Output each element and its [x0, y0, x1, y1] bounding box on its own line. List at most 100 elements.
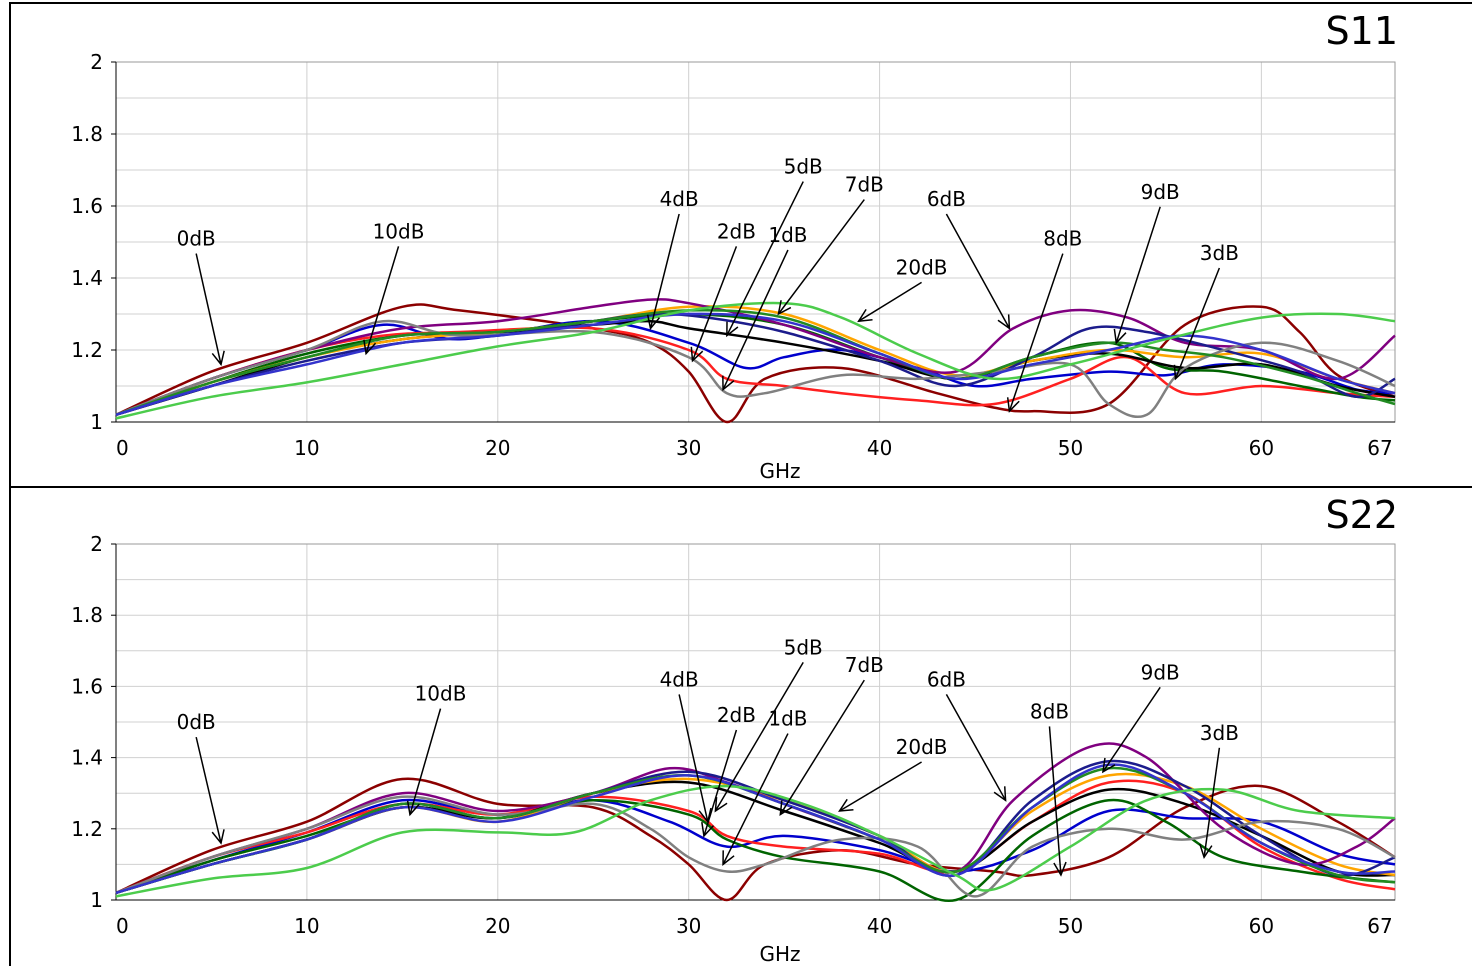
x-tick-label: 50	[1058, 436, 1083, 460]
annotation-arrowhead	[779, 800, 793, 817]
annotation-arrow	[649, 213, 680, 329]
annotation-label: 7dB	[845, 173, 884, 197]
annotation-arrowhead	[211, 829, 225, 845]
series-line-9dB	[115, 766, 1396, 895]
annotation-label: 4dB	[660, 187, 699, 211]
annotation-arrow	[945, 694, 1007, 801]
annotation-arrow	[409, 708, 442, 815]
y-tick-label: 1	[90, 410, 103, 434]
annotation-label: 10dB	[373, 219, 425, 243]
annotation-label: 2dB	[717, 219, 756, 243]
series-line-3dB	[115, 798, 1396, 903]
chart-title: S11	[1326, 9, 1398, 53]
annotation-arrow	[678, 694, 709, 822]
annotation-label: 8dB	[1043, 227, 1082, 251]
annotation-arrowhead	[838, 798, 854, 812]
annotation-arrow	[722, 733, 789, 865]
chart-panel-s22: S22 11.21.41.61.820 10 20 30 40 50 60 670dB10dB…	[71, 493, 1398, 966]
series-line-10dB	[115, 763, 1396, 895]
annotation-arrow	[858, 281, 922, 322]
x-tick-label: 50	[1058, 914, 1083, 938]
annotation-arrow	[1115, 206, 1161, 344]
y-tick-label: 1.4	[71, 266, 103, 290]
annotation-arrow	[703, 729, 738, 837]
annotation-arrow	[726, 181, 804, 336]
annotation-label: 1dB	[768, 223, 807, 247]
x-tick-label: 40	[867, 436, 892, 460]
annotation-arrowhead	[1006, 397, 1020, 413]
y-tick-label: 1.6	[71, 194, 103, 218]
series-line-10dB	[115, 312, 1396, 416]
annotation-label: 4dB	[660, 667, 699, 691]
annotation-label: 3dB	[1200, 721, 1239, 745]
annotation-arrowhead	[646, 314, 661, 331]
annotation-arrowhead	[1113, 328, 1127, 345]
annotation-arrowhead	[1173, 364, 1187, 381]
annotation-label: 9dB	[1141, 180, 1180, 204]
annotation-arrowhead	[714, 796, 728, 813]
y-tick-label: 2	[90, 532, 103, 556]
x-axis-label: GHz	[759, 942, 800, 966]
annotation-arrow	[714, 661, 804, 812]
annotation-arrow	[365, 246, 400, 354]
annotation-arrowhead	[406, 800, 420, 817]
annotation-label: 0dB	[177, 710, 216, 734]
annotation-arrow	[1174, 267, 1221, 380]
annotation-arrowhead	[993, 786, 1007, 802]
annotation-arrowhead	[690, 346, 704, 363]
series-line-8dB	[115, 319, 1396, 419]
annotation-label: 6dB	[927, 667, 966, 691]
x-axis-label: GHz	[759, 459, 800, 483]
annotation-label: 9dB	[1141, 660, 1180, 684]
annotation-label: 10dB	[415, 682, 467, 706]
x-tick-label: 40	[867, 914, 892, 938]
y-tick-label: 1.2	[71, 817, 103, 841]
annotation-label: 8dB	[1030, 699, 1069, 723]
annotation-label: 7dB	[845, 653, 884, 677]
x-tick-label: 67	[1367, 436, 1392, 460]
y-tick-label: 1.8	[71, 122, 103, 146]
series-line-20dB	[115, 784, 1396, 898]
series-line-6dB	[115, 298, 1396, 416]
series-line-2dB	[115, 326, 1396, 416]
annotation-arrow	[839, 761, 922, 812]
annotation-arrowhead	[722, 850, 735, 866]
series-line-1dB	[115, 798, 1396, 895]
y-tick-label: 1.4	[71, 746, 103, 770]
annotation-label: 5dB	[784, 635, 823, 659]
y-tick-label: 2	[90, 50, 103, 74]
annotation-arrowhead	[1053, 861, 1067, 877]
x-tick-label: 0	[116, 914, 129, 938]
chart-title: S22	[1326, 493, 1398, 537]
annotation-label: 5dB	[784, 155, 823, 179]
annotation-arrowhead	[701, 821, 715, 838]
x-tick-label: 20	[485, 436, 510, 460]
annotation-label: 20dB	[896, 735, 948, 759]
annotation-label: 20dB	[896, 255, 948, 279]
annotation-arrowhead	[1199, 843, 1213, 859]
x-tick-label: 30	[676, 914, 701, 938]
series-line-20dB	[115, 301, 1396, 420]
annotation-arrowhead	[726, 321, 739, 338]
annotation-arrowhead	[211, 350, 225, 367]
annotation-arrow	[722, 249, 789, 390]
x-tick-label: 60	[1249, 914, 1274, 938]
annotation-label: 2dB	[717, 703, 756, 727]
panel-border-s22	[9, 486, 1472, 966]
annotation-arrow	[1203, 747, 1221, 858]
panel-border-s11	[9, 2, 1472, 488]
annotation-arrow	[195, 253, 222, 365]
annotation-label: 1dB	[768, 707, 807, 731]
annotation-label: 3dB	[1200, 241, 1239, 265]
series-line-9dB	[115, 308, 1396, 416]
annotation-arrow	[1102, 686, 1161, 773]
series-line-1dB	[115, 319, 1396, 416]
annotation-arrowhead	[997, 314, 1011, 330]
x-tick-label: 0	[116, 436, 129, 460]
annotation-label: 6dB	[927, 187, 966, 211]
x-tick-label: 20	[485, 914, 510, 938]
annotation-arrow	[945, 213, 1011, 329]
